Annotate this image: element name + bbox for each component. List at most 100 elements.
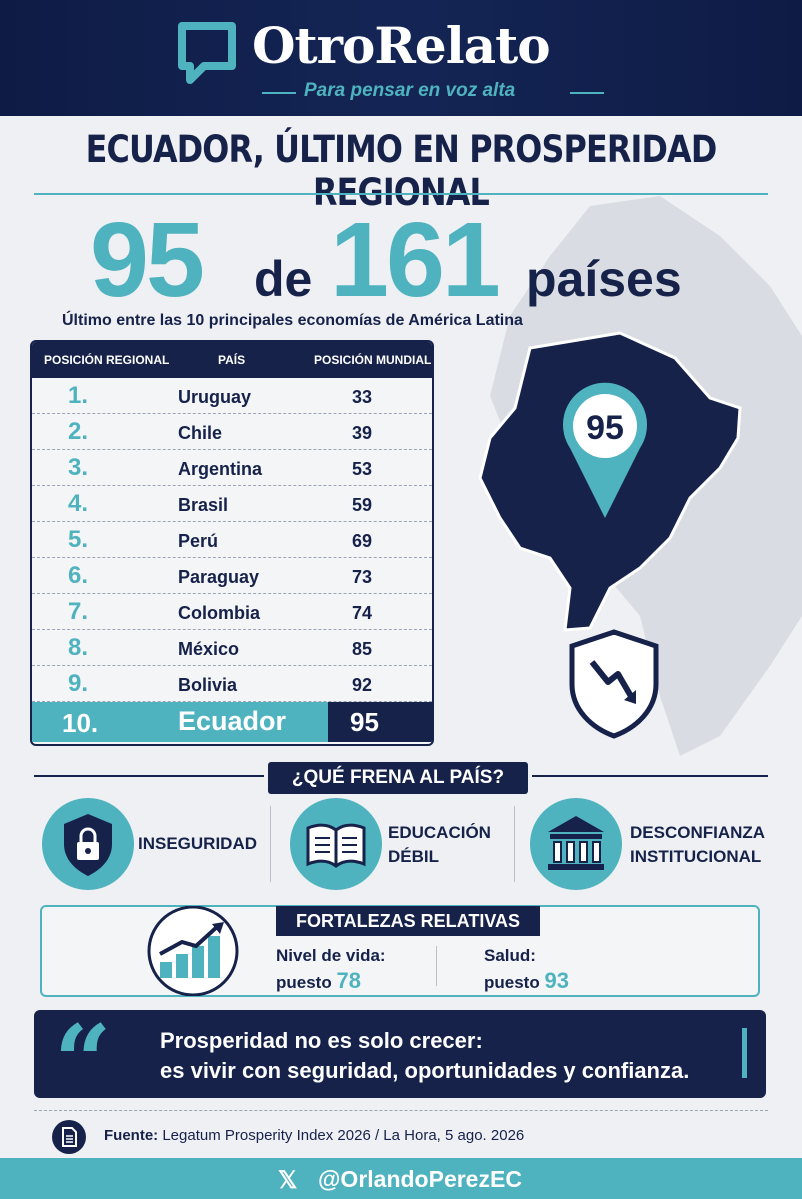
row-country: Argentina <box>178 459 263 479</box>
social-handle[interactable]: @OrlandoPerezEC <box>318 1166 522 1192</box>
row-world-position: 33 <box>352 387 373 407</box>
strength-a-label: Nivel de vida: <box>276 946 386 965</box>
quote-line-2: es vivir con seguridad, oportunidades y … <box>160 1058 690 1083</box>
strength-b-label: Salud: <box>484 946 536 965</box>
table-row: 6. Paraguay 73 <box>32 558 432 594</box>
table-row-highlight: 10. Ecuador 95 <box>32 702 432 742</box>
table-row: 9. Bolivia 92 <box>32 666 432 702</box>
source-label: Fuente: <box>104 1127 159 1144</box>
quote-mark-icon: “ <box>54 1003 112 1121</box>
row-world-position: 74 <box>352 603 373 623</box>
highlight-position: 10. <box>62 708 99 738</box>
table-header: POSICIÓN REGIONAL PAÍS POSICIÓN MUNDIAL <box>32 342 432 378</box>
table-row: 8. México 85 <box>32 630 432 666</box>
row-country: México <box>178 639 240 659</box>
row-position: 8. <box>68 634 89 661</box>
obstacle-label-3a: DESCONFIANZA <box>630 823 766 842</box>
header-country: PAÍS <box>218 353 246 367</box>
obstacle-label-1: INSEGURIDAD <box>138 834 258 853</box>
table-row: 4. Brasil 59 <box>32 486 432 522</box>
row-world-position: 69 <box>352 531 373 551</box>
row-position: 2. <box>68 418 89 445</box>
highlight-country: Ecuador <box>178 706 287 736</box>
lock-shield-icon <box>42 798 134 890</box>
obstacles-title: ¿QUÉ FRENA AL PAÍS? <box>268 762 528 794</box>
table-row: 7. Colombia 74 <box>32 594 432 630</box>
row-position: 1. <box>68 382 89 409</box>
strength-b-value: 93 <box>544 968 569 993</box>
countries-unit: países <box>526 251 682 307</box>
strength-b-value-line: puesto 93 <box>484 968 569 994</box>
row-world-position: 73 <box>352 567 373 587</box>
table-body: 1. Uruguay 33 2. Chile 39 3. Argentina 53 4. Brasi… <box>32 378 432 702</box>
footer-bar: 𝕏 @OrlandoPerezEC <box>0 1158 802 1199</box>
row-country: Uruguay <box>178 387 252 407</box>
rank-number: 95 <box>90 201 205 319</box>
row-world-position: 53 <box>352 459 373 479</box>
row-world-position: 85 <box>352 639 373 659</box>
rank-connector: de <box>254 251 313 307</box>
tagline-rule-right <box>570 92 604 94</box>
brand-name: OtroRelato <box>252 16 551 75</box>
row-world-position: 59 <box>352 495 373 515</box>
title-divider <box>34 193 768 195</box>
obstacle-label-2a: EDUCACIÓN <box>388 823 491 842</box>
row-country: Bolivia <box>178 675 238 695</box>
quote-banner: “ Prosperidad no es solo crecer: es vivi… <box>34 1010 766 1112</box>
document-icon <box>52 1120 86 1154</box>
tagline-rule-left <box>262 92 296 94</box>
row-position: 5. <box>68 526 89 553</box>
section-rule-right <box>532 775 768 777</box>
source-value: Legatum Prosperity Index 2026 / La Hora,… <box>162 1127 525 1144</box>
section-rule-left <box>34 775 264 777</box>
quote-line-1: Prosperidad no es solo crecer: <box>160 1028 483 1053</box>
row-country: Paraguay <box>178 567 260 587</box>
shield-decline-icon <box>569 629 659 739</box>
obstacle-divider-2 <box>514 806 515 882</box>
row-world-position: 39 <box>352 423 373 443</box>
tagline-block: Para pensar en voz alta <box>262 80 604 104</box>
row-world-position: 92 <box>352 675 373 695</box>
row-position: 3. <box>68 454 89 481</box>
strengths-divider <box>436 946 437 986</box>
header-banner: OtroRelato Para pensar en voz alta <box>0 0 802 116</box>
table-row: 2. Chile 39 <box>32 414 432 450</box>
row-position: 7. <box>68 598 89 625</box>
header-world-position: POSICIÓN MUNDIAL <box>314 353 432 367</box>
highlight-world-box: 95 <box>328 702 432 742</box>
institution-icon <box>530 798 622 890</box>
header-regional-position: POSICIÓN REGIONAL <box>44 353 170 367</box>
row-position: 9. <box>68 670 89 697</box>
headline-subtitle: Último entre las 10 principales economía… <box>62 312 523 329</box>
row-position: 6. <box>68 562 89 589</box>
obstacle-label-3b: INSTITUCIONAL <box>630 847 762 866</box>
table-row: 3. Argentina 53 <box>32 450 432 486</box>
tagline: Para pensar en voz alta <box>304 80 516 101</box>
row-country: Colombia <box>178 603 261 623</box>
highlight-world-position: 95 <box>350 707 379 737</box>
row-country: Chile <box>178 423 223 443</box>
obstacle-divider-1 <box>270 806 271 882</box>
page-title: ECUADOR, ÚLTIMO EN PROSPERIDAD REGIONAL <box>85 128 718 214</box>
obstacle-label-2b: DÉBIL <box>388 847 439 866</box>
row-position: 4. <box>68 490 89 517</box>
speech-bubble-logo-icon <box>178 22 236 84</box>
ecuador-map-icon: 95 <box>478 331 742 632</box>
x-logo-icon[interactable]: 𝕏 <box>278 1167 298 1194</box>
map-pin-label: 95 <box>586 409 624 447</box>
strengths-title: FORTALEZAS RELATIVAS <box>276 906 540 936</box>
source-text: Fuente: Legatum Prosperity Index 2026 / … <box>104 1127 524 1144</box>
strength-a-value-line: puesto 78 <box>276 968 361 994</box>
table-row: 5. Perú 69 <box>32 522 432 558</box>
book-icon <box>290 798 382 890</box>
row-country: Perú <box>178 531 219 551</box>
strength-a-prefix: puesto <box>276 973 332 992</box>
growth-chart-icon <box>147 906 239 996</box>
strength-a-value: 78 <box>336 968 361 993</box>
table-row: 1. Uruguay 33 <box>32 378 432 414</box>
ranking-table: POSICIÓN REGIONAL PAÍS POSICIÓN MUNDIAL … <box>30 340 434 746</box>
source-divider <box>34 1110 768 1111</box>
strength-b-prefix: puesto <box>484 973 540 992</box>
total-countries-number: 161 <box>330 201 501 319</box>
quote-accent-bar <box>742 1028 747 1078</box>
